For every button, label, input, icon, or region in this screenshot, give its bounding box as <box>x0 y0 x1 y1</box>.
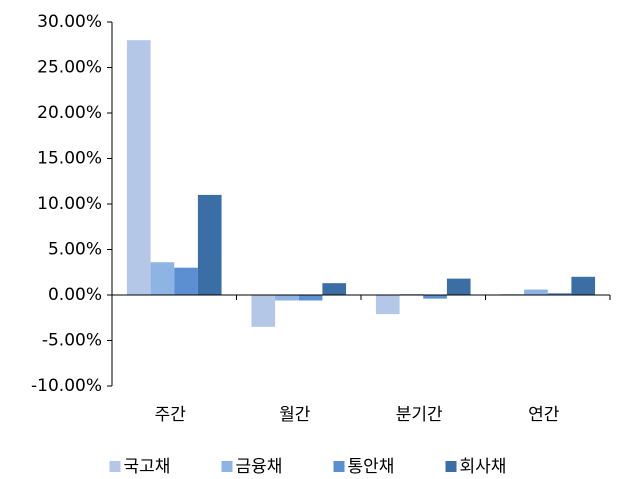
y-tick-label: 10.00% <box>37 194 102 214</box>
bar <box>251 295 276 327</box>
bar <box>524 289 548 295</box>
bar <box>174 267 198 295</box>
x-tick-label: 분기간 <box>396 405 443 425</box>
y-tick-label: 5.00% <box>48 240 102 260</box>
bar <box>322 283 347 295</box>
legend-label: 국고채 <box>124 457 171 477</box>
y-tick-label: -5.00% <box>42 331 102 351</box>
bar <box>375 295 400 315</box>
y-tick-label: 20.00% <box>37 103 102 123</box>
bar <box>197 194 222 295</box>
y-tick-label: -10.00% <box>31 376 102 396</box>
bar <box>126 40 151 296</box>
bar <box>446 278 471 295</box>
x-tick-label: 연간 <box>528 405 560 425</box>
y-tick-label: 0.00% <box>48 285 102 305</box>
legend-swatch <box>109 461 121 472</box>
legend-swatch <box>333 461 345 472</box>
bar <box>150 262 175 295</box>
bar <box>423 295 447 299</box>
legend-swatch <box>221 461 233 472</box>
x-tick-label: 월간 <box>279 405 311 425</box>
legend-label: 통안채 <box>348 457 395 477</box>
legend-label: 회사채 <box>460 457 507 477</box>
x-tick-label: 주간 <box>155 405 187 425</box>
bar <box>547 293 572 295</box>
y-tick-label: 30.00% <box>37 12 102 32</box>
legend-label: 금융채 <box>236 457 283 477</box>
y-tick-label: 25.00% <box>37 58 102 78</box>
bar <box>298 295 323 301</box>
bar <box>571 276 596 295</box>
bar <box>275 295 299 301</box>
y-tick-label: 15.00% <box>37 149 102 169</box>
legend-swatch <box>445 461 457 472</box>
